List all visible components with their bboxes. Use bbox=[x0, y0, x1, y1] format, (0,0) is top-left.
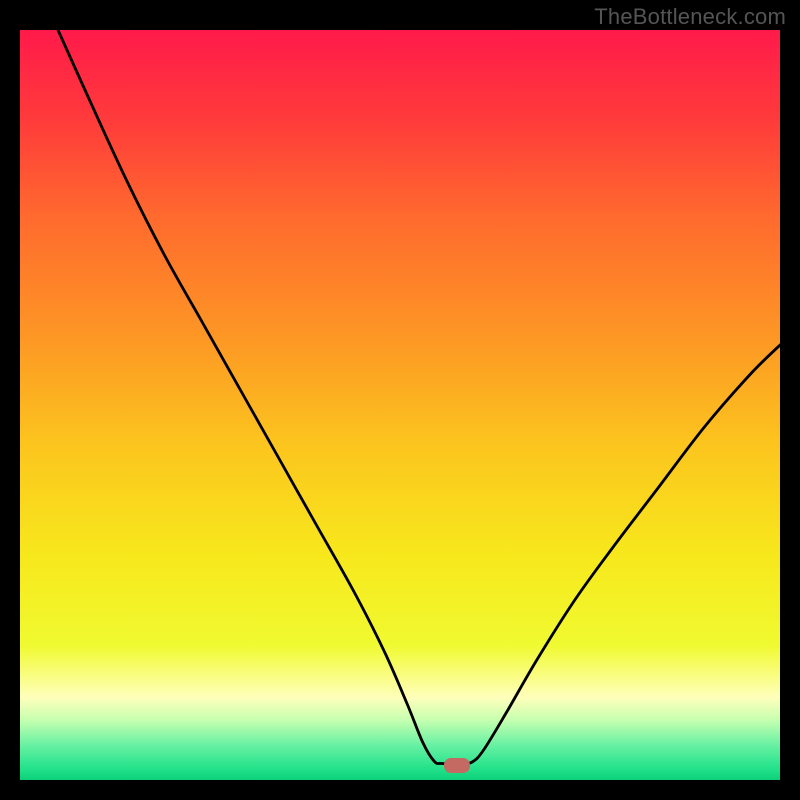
optimal-marker bbox=[444, 758, 470, 773]
chart-container: TheBottleneck.com bbox=[0, 0, 800, 800]
watermark-text: TheBottleneck.com bbox=[594, 4, 786, 30]
plot-area bbox=[20, 30, 780, 780]
bottleneck-curve bbox=[20, 30, 780, 780]
